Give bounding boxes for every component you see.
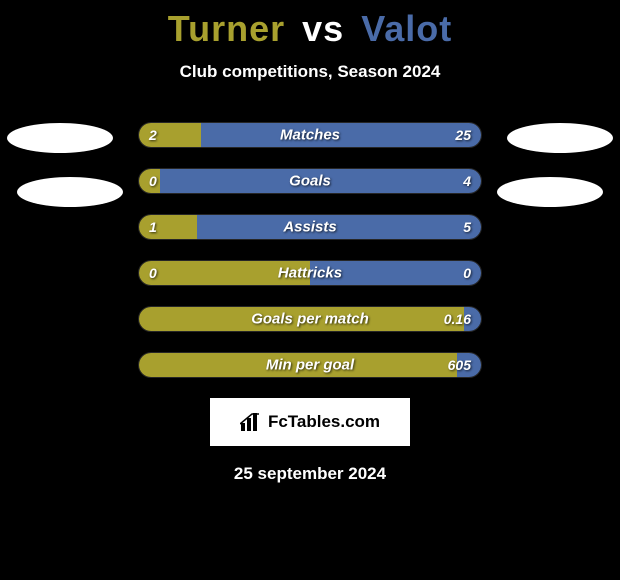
- stat-bar-left: [139, 123, 201, 147]
- brand-text: FcTables.com: [268, 412, 380, 432]
- stat-bar-right: [160, 169, 481, 193]
- stats-bars: 2 Matches 25 0 Goals 4 1 Assists 5 0 Hat…: [138, 122, 482, 378]
- stat-bar-left: [139, 353, 457, 377]
- stat-bar-right: [201, 123, 481, 147]
- stat-bar-right: [457, 353, 481, 377]
- player2-name: Valot: [361, 8, 452, 49]
- page-title: Turner vs Valot: [0, 8, 620, 50]
- player1-name: Turner: [168, 8, 285, 49]
- stat-row-matches: 2 Matches 25: [138, 122, 482, 148]
- brand-badge: FcTables.com: [210, 398, 410, 446]
- stat-bar-left: [139, 307, 464, 331]
- player1-marker: [7, 123, 113, 153]
- player2-marker: [507, 123, 613, 153]
- stat-bar-right: [197, 215, 481, 239]
- stat-bar-right: [310, 261, 481, 285]
- bar-chart-icon: [240, 413, 262, 431]
- stat-row-goals: 0 Goals 4: [138, 168, 482, 194]
- header: Turner vs Valot Club competitions, Seaso…: [0, 0, 620, 82]
- stat-bar-left: [139, 215, 197, 239]
- stat-bar-left: [139, 169, 160, 193]
- stat-row-min-per-goal: Min per goal 605: [138, 352, 482, 378]
- stat-row-hattricks: 0 Hattricks 0: [138, 260, 482, 286]
- player1-marker: [17, 177, 123, 207]
- stat-row-goals-per-match: Goals per match 0.16: [138, 306, 482, 332]
- vs-separator: vs: [302, 8, 344, 49]
- stat-bar-right: [464, 307, 481, 331]
- subtitle: Club competitions, Season 2024: [0, 62, 620, 82]
- stat-row-assists: 1 Assists 5: [138, 214, 482, 240]
- stat-bar-left: [139, 261, 310, 285]
- player2-marker: [497, 177, 603, 207]
- footer-date: 25 september 2024: [0, 464, 620, 484]
